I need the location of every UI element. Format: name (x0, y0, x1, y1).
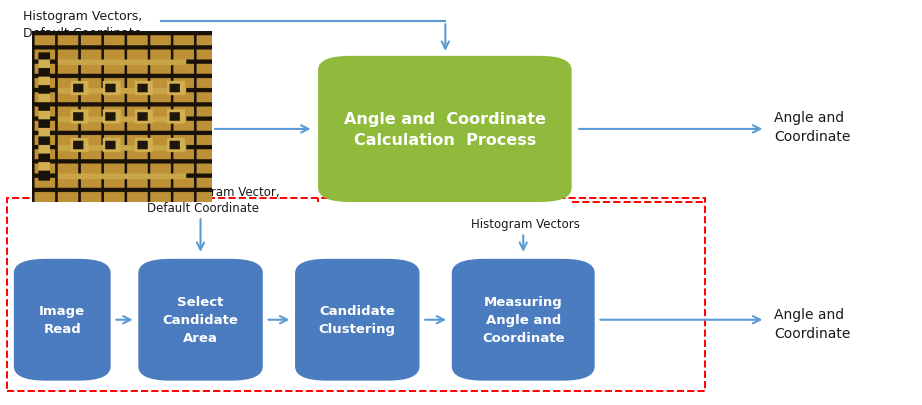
FancyBboxPatch shape (318, 57, 572, 202)
Text: Angle and  Coordinate
Calculation  Process: Angle and Coordinate Calculation Process (344, 112, 546, 147)
Text: Default Histogram Vector,
Default Coordinate: Default Histogram Vector, Default Coordi… (126, 185, 279, 215)
Text: Angle and
Coordinate: Angle and Coordinate (774, 307, 851, 341)
Text: Image
Read: Image Read (39, 305, 86, 335)
Text: Angle and
Coordinate: Angle and Coordinate (774, 111, 851, 144)
Text: Candidate
Clustering: Candidate Clustering (319, 305, 396, 335)
Bar (7, 198, 705, 391)
Text: Select
Candidate
Area: Select Candidate Area (162, 296, 239, 344)
Text: Histogram Vectors: Histogram Vectors (471, 218, 580, 231)
FancyBboxPatch shape (295, 259, 420, 381)
FancyBboxPatch shape (452, 259, 595, 381)
FancyBboxPatch shape (14, 259, 111, 381)
FancyBboxPatch shape (138, 259, 263, 381)
Text: Measuring
Angle and
Coordinate: Measuring Angle and Coordinate (482, 296, 564, 344)
Text: Histogram Vectors,
Default Coordinate: Histogram Vectors, Default Coordinate (23, 10, 142, 40)
